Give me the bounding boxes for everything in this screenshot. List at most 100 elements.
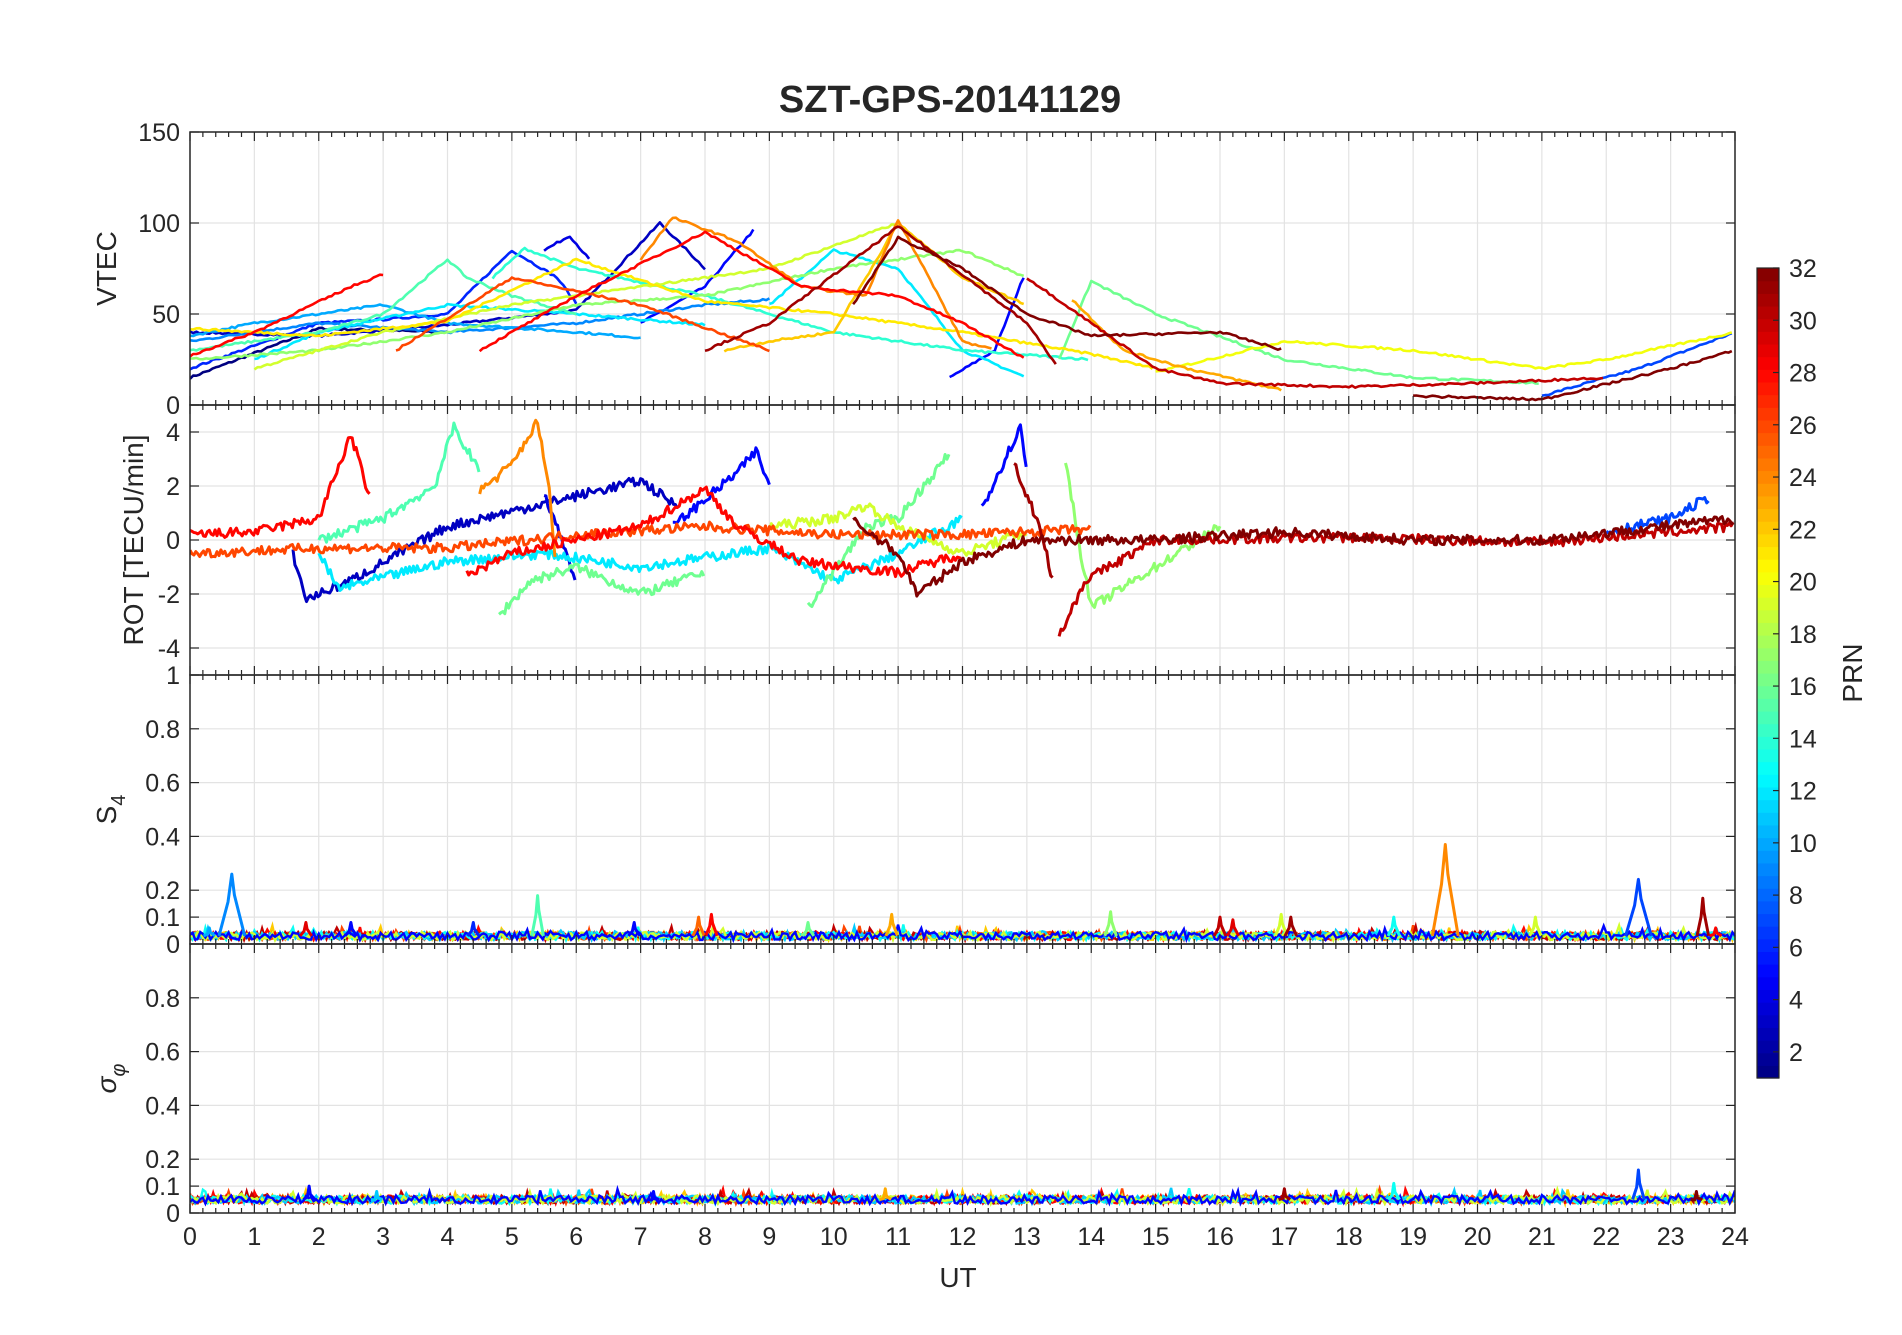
- vtec-y-tick-label: 0: [166, 392, 180, 420]
- colorbar-segment: [1757, 1002, 1779, 1016]
- vtec-series-prn-28: [190, 273, 384, 358]
- colorbar-segment: [1757, 685, 1779, 699]
- s4-spike-prn-23: [884, 912, 899, 937]
- rot-series-prn-32: [852, 515, 1735, 598]
- s4-spike-prn-7: [1624, 877, 1653, 937]
- rot-series-prn-5: [672, 446, 771, 525]
- colorbar-tick-label: 10: [1789, 830, 1817, 858]
- x-tick-label: 8: [698, 1223, 712, 1251]
- vtec-series-prn-15: [190, 258, 577, 352]
- s4-spike-prn-10: [202, 926, 216, 938]
- colorbar-segment: [1757, 457, 1779, 472]
- colorbar-segment: [1757, 571, 1779, 586]
- colorbar-segment: [1757, 343, 1779, 358]
- x-tick-label: 24: [1721, 1223, 1749, 1251]
- colorbar-segment: [1757, 761, 1779, 775]
- x-tick-label: 20: [1464, 1223, 1492, 1251]
- x-tick-label: 23: [1657, 1223, 1685, 1251]
- colorbar-tick-label: 30: [1789, 307, 1817, 335]
- rot-series-prn-26: [190, 520, 1092, 559]
- colorbar-segment: [1757, 318, 1779, 332]
- colorbar-segment: [1757, 622, 1779, 636]
- colorbar-tick-label: 24: [1789, 464, 1817, 492]
- vtec-series-prn-19: [253, 223, 895, 371]
- x-tick-label: 11: [885, 1223, 911, 1251]
- rot-y-tick-label: -2: [158, 581, 180, 609]
- colorbar-segment: [1757, 495, 1779, 510]
- s4-spike-prn-31: [1695, 896, 1711, 937]
- s4-y-tick-label: 0.1: [145, 904, 180, 932]
- colorbar-segment: [1757, 736, 1779, 750]
- x-tick-label: 13: [1013, 1223, 1041, 1251]
- s4-spike-prn-24: [1430, 843, 1460, 937]
- x-tick-label: 16: [1206, 1223, 1234, 1251]
- s4-y-tick-label: 1: [166, 662, 180, 690]
- vtec-ticks: 0 50 100 150: [138, 119, 1736, 420]
- rot-series-prn-3: [291, 476, 679, 604]
- s4-ticks: 00.10.2 0.4 0.6 0.8 1: [145, 662, 1736, 959]
- s4-y-label: S4: [91, 795, 130, 825]
- s4-spike-prn-30: [1212, 915, 1228, 937]
- colorbar-segment: [1757, 635, 1779, 649]
- vtec-series-prn-20: [1155, 331, 1733, 373]
- colorbar-tick-label: 18: [1789, 621, 1817, 649]
- x-tick-label: 22: [1592, 1223, 1620, 1251]
- colorbar-segment: [1757, 710, 1779, 725]
- x-tick-label: 10: [820, 1223, 848, 1251]
- colorbar-tick-label: 32: [1789, 255, 1817, 283]
- colorbar-segment: [1757, 369, 1779, 383]
- rot-series-prn-15: [317, 421, 481, 544]
- s4-spike-prn-17: [1103, 910, 1118, 937]
- rot-series-prn-24: [478, 418, 557, 558]
- sigma-baseline-prn-5: [190, 1184, 1735, 1207]
- s4-spike-prn-5: [627, 921, 642, 937]
- x-tick-label: 5: [505, 1223, 519, 1251]
- colorbar-segment: [1757, 432, 1779, 446]
- sigma-spike-prn-31: [1278, 1187, 1292, 1201]
- vtec-series-prn-14: [491, 246, 1089, 362]
- vtec-y-tick-label: 50: [152, 301, 180, 329]
- x-axis-label: UT: [939, 1262, 976, 1293]
- vtec-y-tick-label: 100: [138, 210, 180, 238]
- vtec-series-prn-32: [852, 235, 1282, 351]
- panel-vtec: 0 50 100 150 VTEC: [91, 119, 1736, 420]
- vtec-series-prn-1: [190, 326, 448, 380]
- colorbar-segment: [1757, 888, 1779, 902]
- colorbar-segment: [1757, 698, 1779, 712]
- colorbar-segment: [1757, 837, 1779, 851]
- colorbar-segment: [1757, 951, 1779, 965]
- chart-title: SZT-GPS-20141129: [779, 79, 1121, 121]
- x-tick-label: 7: [634, 1223, 648, 1251]
- vtec-traces: [190, 216, 1733, 402]
- s4-spike-prn-29: [1225, 918, 1241, 937]
- rot-y-tick-label: 4: [166, 419, 180, 447]
- x-tick-label: 6: [569, 1223, 583, 1251]
- x-tick-label: 12: [949, 1223, 977, 1251]
- sigma-ticks: 00.10.2 0.4 0.6 0.8: [145, 944, 1736, 1228]
- colorbar-segment: [1757, 660, 1779, 674]
- s4-spike-prn-16: [801, 921, 816, 937]
- x-tick-label: 17: [1270, 1223, 1298, 1251]
- colorbar-tick-label: 4: [1789, 987, 1803, 1015]
- s4-spike-prn-29: [298, 921, 313, 937]
- colorbar-tick-label: 20: [1789, 569, 1817, 597]
- x-tick-label: 21: [1528, 1223, 1556, 1251]
- s4-y-tick-label: 0: [166, 931, 180, 959]
- x-tick-label: 14: [1077, 1223, 1105, 1251]
- sigma-y-tick-label: 0.4: [145, 1092, 180, 1120]
- colorbar-segment: [1757, 508, 1779, 522]
- sigma-y-tick-label: 0.2: [145, 1146, 180, 1174]
- rot-series-prn-16: [806, 453, 951, 608]
- rot-y-label: ROT [TECU/min]: [118, 434, 149, 645]
- colorbar-segment: [1757, 280, 1779, 294]
- colorbar-tick-label: 26: [1789, 412, 1817, 440]
- x-tick-label: 4: [441, 1223, 455, 1251]
- s4-y-tick-label: 0.6: [145, 770, 180, 798]
- colorbar-tick-label: 28: [1789, 360, 1817, 388]
- s4-spike-prn-6: [466, 921, 481, 937]
- colorbar-segment: [1757, 723, 1779, 737]
- colorbar-segment: [1757, 445, 1779, 459]
- colorbar-segment: [1757, 989, 1779, 1003]
- vtec-y-tick-label: 150: [138, 119, 180, 147]
